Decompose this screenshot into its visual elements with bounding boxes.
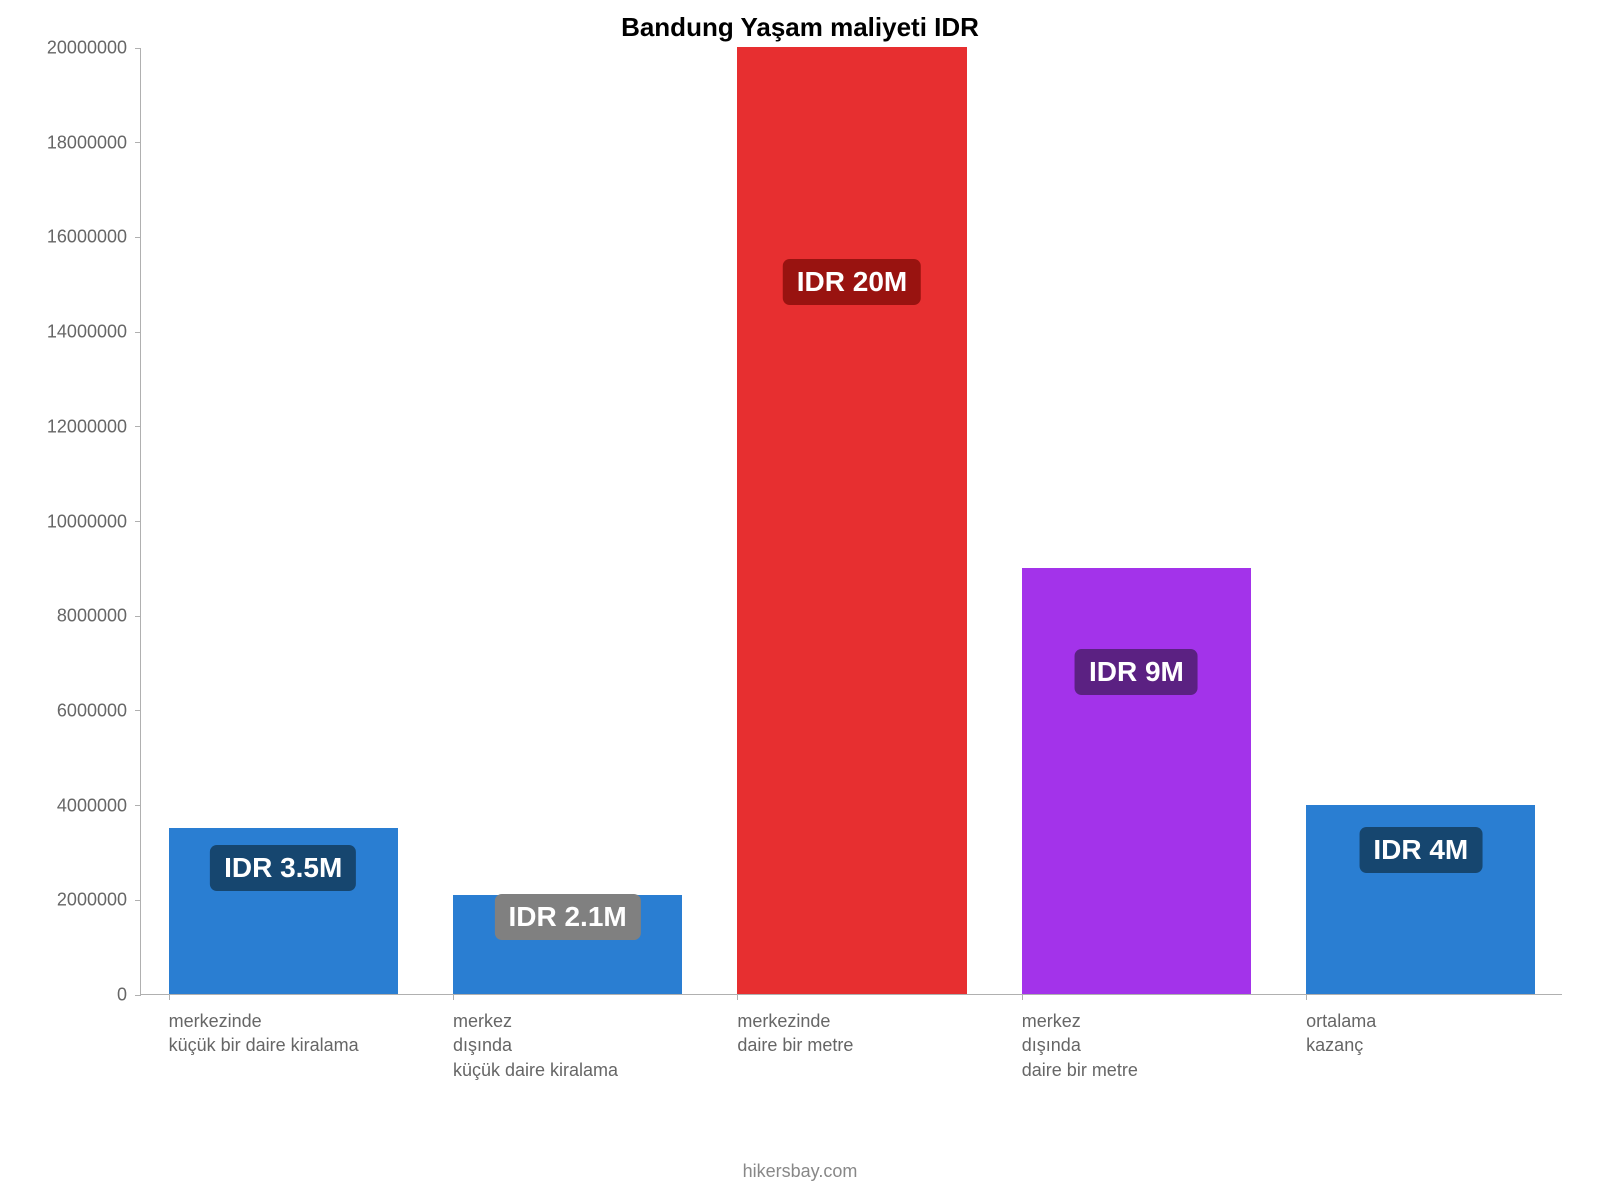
chart-container: Bandung Yaşam maliyeti IDR IDR 3.5M IDR 2… <box>0 0 1600 1200</box>
value-badge: IDR 20M <box>783 259 921 305</box>
y-tick-label: 4000000 <box>57 795 127 816</box>
y-tick-label: 16000000 <box>47 227 127 248</box>
value-badge: IDR 9M <box>1075 649 1198 695</box>
bars-layer: IDR 3.5M IDR 2.1M IDR 20M IDR 9M IDR 4M <box>141 48 1562 994</box>
x-axis-label: ortalamakazanç <box>1306 1009 1600 1058</box>
y-tick-mark <box>135 237 141 238</box>
value-badge: IDR 3.5M <box>210 845 356 891</box>
x-tick-mark <box>1022 994 1023 1000</box>
x-axis-label: merkezdışındadaire bir metre <box>1022 1009 1335 1082</box>
bar <box>1022 568 1251 994</box>
y-tick-label: 6000000 <box>57 700 127 721</box>
y-tick-label: 2000000 <box>57 890 127 911</box>
y-tick-mark <box>135 426 141 427</box>
x-axis-label: merkezindedaire bir metre <box>737 1009 1050 1058</box>
x-tick-mark <box>453 994 454 1000</box>
y-tick-mark <box>135 710 141 711</box>
y-tick-mark <box>135 805 141 806</box>
x-axis-label: merkezdışındaküçük daire kiralama <box>453 1009 766 1082</box>
y-tick-label: 14000000 <box>47 322 127 343</box>
x-tick-mark <box>737 994 738 1000</box>
y-tick-label: 10000000 <box>47 511 127 532</box>
y-tick-mark <box>135 616 141 617</box>
bar <box>737 47 966 994</box>
plot-area: IDR 3.5MIDR 2.1MIDR 20MIDR 9MIDR 4M 0200… <box>140 48 1562 995</box>
y-tick-mark <box>135 48 141 49</box>
y-tick-label: 8000000 <box>57 606 127 627</box>
y-tick-label: 20000000 <box>47 38 127 59</box>
y-tick-mark <box>135 900 141 901</box>
y-tick-mark <box>135 142 141 143</box>
y-tick-label: 12000000 <box>47 416 127 437</box>
y-tick-label: 0 <box>117 985 127 1006</box>
x-tick-mark <box>1306 994 1307 1000</box>
y-tick-mark <box>135 332 141 333</box>
value-badge: IDR 4M <box>1359 827 1482 873</box>
y-tick-mark <box>135 995 141 996</box>
x-axis-label: merkezindeküçük bir daire kiralama <box>169 1009 482 1058</box>
y-tick-mark <box>135 521 141 522</box>
attribution: hikersbay.com <box>0 1161 1600 1182</box>
y-tick-label: 18000000 <box>47 132 127 153</box>
chart-title: Bandung Yaşam maliyeti IDR <box>0 12 1600 43</box>
value-badge: IDR 2.1M <box>494 894 640 940</box>
x-tick-mark <box>169 994 170 1000</box>
